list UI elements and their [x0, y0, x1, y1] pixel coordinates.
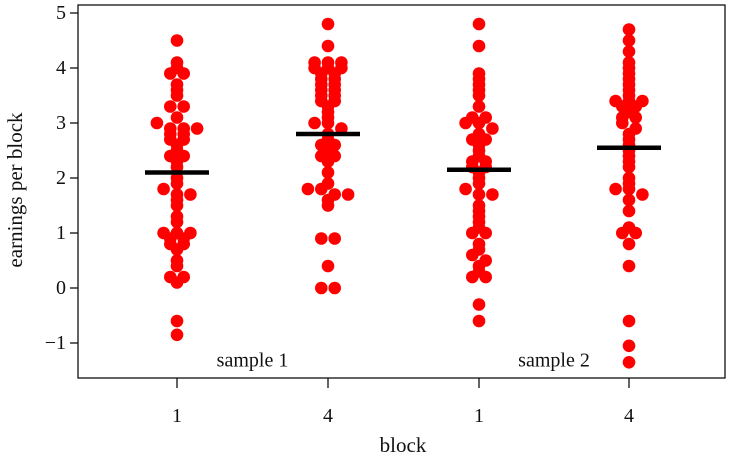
y-tick-label: 0	[56, 277, 66, 299]
data-point	[170, 111, 184, 124]
data-point	[622, 356, 636, 369]
data-point	[190, 122, 204, 135]
data-point	[472, 17, 486, 31]
data-point	[622, 339, 636, 353]
data-point	[328, 281, 342, 295]
data-point	[479, 226, 493, 240]
data-point	[308, 116, 321, 130]
data-point	[472, 314, 486, 328]
data-point	[170, 89, 184, 102]
y-tick-label: 5	[56, 2, 66, 24]
data-point	[321, 199, 335, 212]
data-point	[177, 100, 190, 113]
data-points	[150, 17, 649, 369]
y-axis-title: earnings per block	[3, 112, 27, 268]
y-tick-label: 2	[56, 167, 66, 189]
data-point	[170, 177, 184, 190]
data-point	[622, 45, 636, 58]
data-point	[170, 160, 184, 174]
data-point	[177, 67, 190, 80]
mean-lines	[145, 131, 661, 175]
data-point	[335, 122, 348, 135]
y-tick-label: 1	[56, 222, 66, 244]
data-point	[321, 39, 335, 53]
y-tick-label: 3	[56, 112, 66, 134]
data-point	[170, 259, 184, 273]
x-tick-label: 1	[172, 405, 182, 427]
data-point	[486, 188, 499, 201]
data-point	[157, 182, 170, 196]
data-point	[466, 270, 479, 284]
data-point	[472, 39, 486, 53]
data-point	[341, 188, 355, 201]
data-point	[472, 177, 486, 190]
data-point	[472, 116, 486, 130]
data-point	[459, 116, 472, 130]
data-point	[184, 188, 197, 201]
data-point	[301, 182, 315, 196]
data-point	[170, 215, 184, 229]
data-point	[321, 116, 335, 130]
x-tick-label: 4	[624, 405, 634, 427]
data-point	[622, 160, 636, 174]
data-point	[170, 276, 184, 289]
data-point	[609, 182, 622, 196]
data-point	[622, 193, 636, 207]
data-point	[479, 270, 493, 284]
x-tick-label: 1	[474, 405, 484, 427]
data-point	[315, 232, 328, 245]
data-point	[472, 89, 486, 102]
data-point	[459, 182, 472, 196]
data-point	[466, 226, 479, 240]
data-point	[622, 182, 636, 196]
x-tick-label: 4	[323, 405, 333, 427]
data-point	[622, 314, 636, 328]
data-point	[472, 188, 486, 201]
x-axis-title: block	[380, 433, 427, 457]
data-point	[321, 259, 335, 273]
data-point	[321, 166, 335, 179]
data-point	[170, 328, 184, 342]
y-tick-label: 4	[56, 57, 66, 79]
data-point	[622, 34, 636, 47]
data-point	[164, 67, 177, 80]
data-point	[170, 199, 184, 212]
sample-label: sample 1	[217, 350, 289, 372]
axes: −1 0 1 2 3 4 5 1 4 1 4 sample 1 sample 2	[45, 2, 634, 427]
data-point	[622, 204, 636, 218]
data-point	[328, 232, 342, 245]
data-point	[616, 116, 629, 130]
plot-frame	[77, 4, 726, 379]
y-tick-label: −1	[45, 332, 66, 354]
data-point	[150, 116, 164, 130]
data-point	[170, 314, 184, 328]
data-point	[315, 281, 328, 295]
data-point	[170, 243, 184, 256]
data-point	[486, 122, 499, 135]
data-point	[472, 298, 486, 311]
data-point	[616, 226, 629, 240]
sample-label: sample 2	[518, 350, 590, 372]
data-point	[321, 155, 335, 168]
data-point	[622, 237, 636, 251]
data-point	[321, 17, 335, 31]
data-point	[636, 188, 649, 201]
data-point	[629, 226, 642, 240]
data-point	[622, 23, 636, 36]
data-point	[629, 111, 642, 124]
data-point	[315, 182, 328, 196]
data-point	[466, 248, 479, 262]
data-point	[170, 34, 184, 47]
data-point	[164, 100, 177, 113]
data-point	[622, 259, 636, 273]
data-point	[472, 100, 486, 113]
